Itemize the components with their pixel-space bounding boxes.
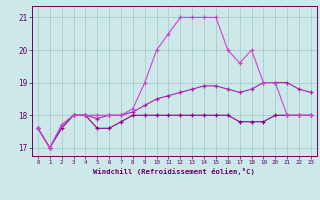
X-axis label: Windchill (Refroidissement éolien,°C): Windchill (Refroidissement éolien,°C) <box>93 168 255 175</box>
